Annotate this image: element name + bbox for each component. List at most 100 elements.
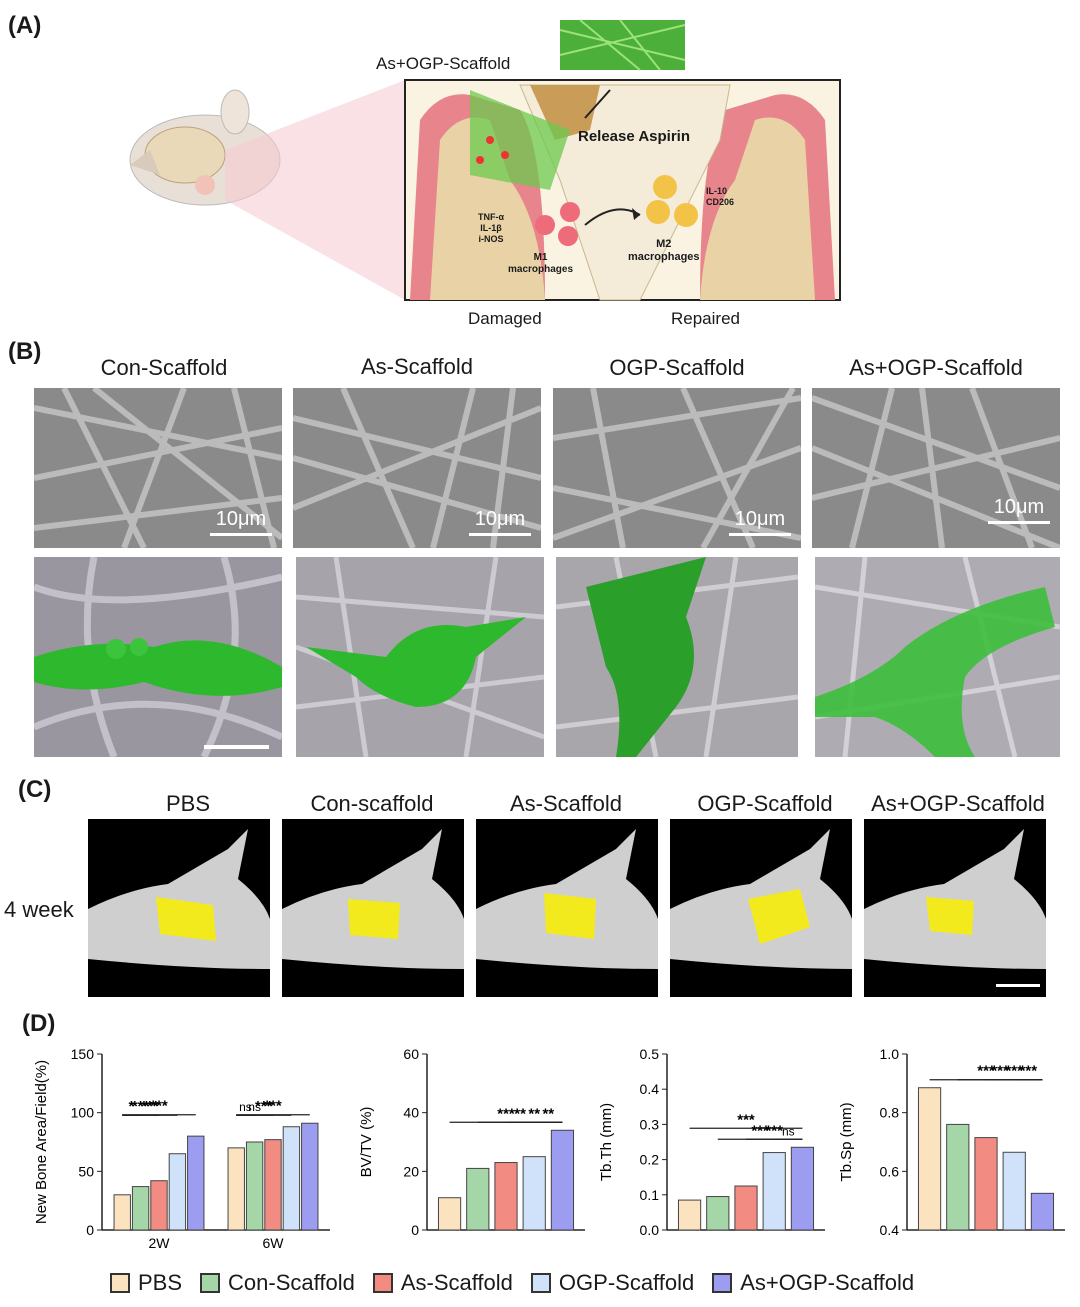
legend-swatch (530, 1273, 551, 1293)
scale-bar: 10μm (210, 508, 272, 536)
bar (150, 1180, 168, 1231)
chart-tb-sp: Tb.Sp (mm)0.40.60.81.0************ (838, 1046, 1065, 1238)
significance-label: ** (528, 1105, 540, 1122)
ct-header-as: As-Scaffold (509, 791, 623, 816)
damaged-label: Damaged (468, 309, 542, 328)
ct-row-label: 4 week (4, 897, 74, 922)
sem-cell-as-ogp (815, 557, 1060, 757)
bar (301, 1122, 319, 1231)
y-tick-label: 60 (403, 1046, 419, 1062)
chart-legend: PBS Con-Scaffold As-Scaffold OGP-Scaffol… (110, 1270, 932, 1296)
legend-item-con: Con-Scaffold (200, 1270, 355, 1296)
sem-header-as-ogp: As+OGP-Scaffold (849, 355, 1023, 380)
legend-item-ogp: OGP-Scaffold (530, 1270, 694, 1296)
sem-image-as: 10μm (293, 388, 541, 548)
significance-label: *** (132, 1098, 150, 1115)
bar (264, 1139, 282, 1231)
m1-label: M1 macrophages (508, 252, 574, 275)
y-tick-label: 20 (403, 1163, 419, 1179)
y-axis-label: New Bone Area/Field(%) (33, 1060, 50, 1224)
scale-bar: 10μm (469, 508, 531, 536)
significance-label: *** (765, 1122, 783, 1139)
bar (168, 1153, 187, 1231)
bar (282, 1126, 301, 1231)
bar (466, 1167, 490, 1231)
y-axis-label: Tb.Th (mm) (598, 1103, 615, 1181)
y-tick-label: 1.0 (880, 1046, 900, 1062)
bar (734, 1185, 758, 1231)
sem-cell-con (34, 557, 282, 757)
y-tick-label: 150 (71, 1046, 95, 1062)
legend-swatch (372, 1273, 393, 1293)
y-tick-label: 0.1 (640, 1187, 660, 1203)
bar (706, 1196, 730, 1231)
bar (1030, 1192, 1055, 1231)
ct-image-as-ogp (864, 819, 1046, 997)
bar (790, 1146, 815, 1231)
panel-label-d: (D) (22, 1010, 56, 1037)
y-tick-label: 100 (71, 1105, 95, 1121)
significance-label: *** (1005, 1063, 1023, 1080)
sem-cell-as (296, 557, 544, 757)
bar (522, 1156, 546, 1231)
bar (113, 1194, 131, 1231)
legend-swatch (110, 1273, 130, 1293)
y-tick-label: 0 (86, 1222, 94, 1238)
y-axis-label: BV/TV (%) (358, 1107, 375, 1178)
bar (946, 1123, 970, 1231)
significance-label: ns (782, 1124, 795, 1138)
ct-image-as (476, 819, 658, 997)
ct-image-con (282, 819, 464, 997)
legend-swatch (712, 1273, 733, 1293)
sem-image-as-ogp: 10μm (812, 388, 1060, 548)
m2-label: M2 macrophages (628, 238, 700, 263)
bar (187, 1135, 205, 1231)
y-tick-label: 0.4 (640, 1081, 660, 1097)
panel-label-a: (A) (8, 12, 42, 39)
ct-image-pbs (88, 819, 270, 997)
significance-label: *** (991, 1063, 1009, 1080)
significance-label: *** (977, 1063, 995, 1080)
ct-header-ogp: OGP-Scaffold (697, 791, 833, 816)
repaired-label: Repaired (671, 309, 740, 328)
y-tick-label: 50 (78, 1163, 94, 1179)
y-tick-label: 40 (403, 1105, 419, 1121)
ct-header-con: Con-scaffold (310, 791, 434, 816)
significance-label: *** (751, 1122, 769, 1139)
y-tick-label: 0.4 (880, 1222, 900, 1238)
ct-header-pbs: PBS (165, 791, 211, 816)
bar (677, 1199, 702, 1231)
significance-label: *** (141, 1098, 159, 1115)
bar (762, 1152, 786, 1231)
scale-bar: 10μm (988, 496, 1050, 524)
significance-label: ** (514, 1105, 526, 1122)
significance-label: *** (1020, 1063, 1038, 1080)
bar (437, 1197, 462, 1231)
ct-image-ogp (670, 819, 852, 997)
legend-item-pbs: PBS (110, 1270, 182, 1296)
ct-header-as-ogp: As+OGP-Scaffold (871, 791, 1045, 816)
bar (227, 1147, 245, 1231)
legend-item-as: As-Scaffold (372, 1270, 513, 1296)
significance-label: *** (255, 1098, 273, 1115)
bar (1002, 1151, 1026, 1231)
y-tick-label: 0.3 (640, 1116, 660, 1132)
scaffold-label: As+OGP-Scaffold (376, 54, 511, 73)
y-tick-label: 0.8 (880, 1105, 900, 1121)
panel-label-c: (C) (18, 776, 52, 803)
chart-tb-th: Tb.Th (mm)0.00.10.20.30.40.5********* ns (598, 1046, 825, 1238)
bar (245, 1141, 264, 1231)
legend-item-as-ogp: As+OGP-Scaffold (712, 1270, 914, 1296)
scale-bar: 10μm (729, 508, 791, 536)
bar (494, 1162, 518, 1231)
sem-header-con: Con-Scaffold (100, 355, 228, 380)
y-tick-label: 0.2 (640, 1152, 660, 1168)
significance-label: *** (264, 1098, 282, 1115)
y-tick-label: 0.0 (640, 1222, 660, 1238)
significance-label: *** (497, 1105, 515, 1122)
release-aspirin-label: Release Aspirin (578, 128, 690, 145)
bar (550, 1129, 575, 1231)
significance-label: ** (542, 1105, 554, 1122)
